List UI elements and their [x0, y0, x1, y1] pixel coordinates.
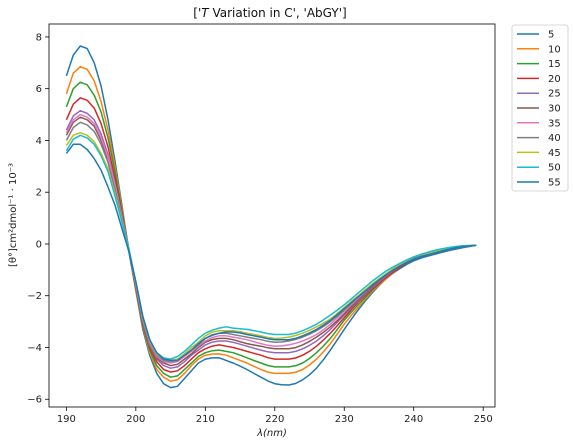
y-axis: −6 −4 −2 0 2 4 6 8	[27, 32, 49, 406]
title-part-3: Variation in C', 'AbGY']	[209, 6, 347, 20]
x-tick-label: 210	[196, 414, 215, 425]
x-tick-label: 200	[126, 414, 145, 425]
y-tick-label: 8	[36, 32, 42, 43]
x-tick-label: 190	[57, 414, 76, 425]
title-part-2: T	[201, 6, 210, 20]
plot-frame	[48, 23, 496, 408]
y-tick-label: −2	[27, 291, 42, 302]
y-tick-label: −4	[27, 343, 42, 354]
x-axis-label: λ(nm)	[256, 428, 287, 439]
y-tick-label: 6	[36, 84, 42, 95]
legend-label-10: 10	[548, 44, 561, 55]
x-tick-label: 220	[265, 414, 284, 425]
x-tick-label: 230	[335, 414, 354, 425]
legend-label-45: 45	[548, 148, 561, 159]
y-tick-label: 0	[36, 239, 42, 250]
y-tick-label: 2	[36, 188, 42, 199]
y-tick-label: −6	[27, 395, 42, 406]
legend-label-35: 35	[548, 118, 561, 129]
x-tick-label: 240	[404, 414, 423, 425]
series-line-25	[65, 109, 477, 369]
legend-frame	[511, 24, 569, 192]
y-tick-label: 4	[36, 136, 42, 147]
x-tick-label: 250	[474, 414, 493, 425]
x-axis: 190 200 210 220 230 240 250	[57, 407, 493, 425]
series-line-20	[65, 97, 477, 373]
series-line-5	[65, 45, 477, 389]
y-axis-label: [θ°]cm²dmol⁻¹ · 10⁻³	[8, 163, 19, 267]
series-line-55	[65, 143, 477, 362]
legend-label-20: 20	[548, 74, 561, 85]
legend-label-55: 55	[548, 178, 561, 189]
title-part-1: ['	[193, 6, 201, 20]
legend-label-50: 50	[548, 163, 561, 174]
plot-lines	[65, 45, 477, 389]
legend-label-30: 30	[548, 104, 561, 115]
legend: 5 10 15 20 25 30 35 40 45 50 55	[511, 24, 569, 192]
series-line-35	[65, 113, 477, 364]
series-line-15	[65, 81, 477, 378]
legend-label-25: 25	[548, 89, 561, 100]
legend-label-15: 15	[548, 59, 561, 70]
legend-label-5: 5	[548, 30, 554, 41]
legend-label-40: 40	[548, 133, 561, 144]
chart-title: ['T Variation in C', 'AbGY']	[193, 6, 346, 20]
